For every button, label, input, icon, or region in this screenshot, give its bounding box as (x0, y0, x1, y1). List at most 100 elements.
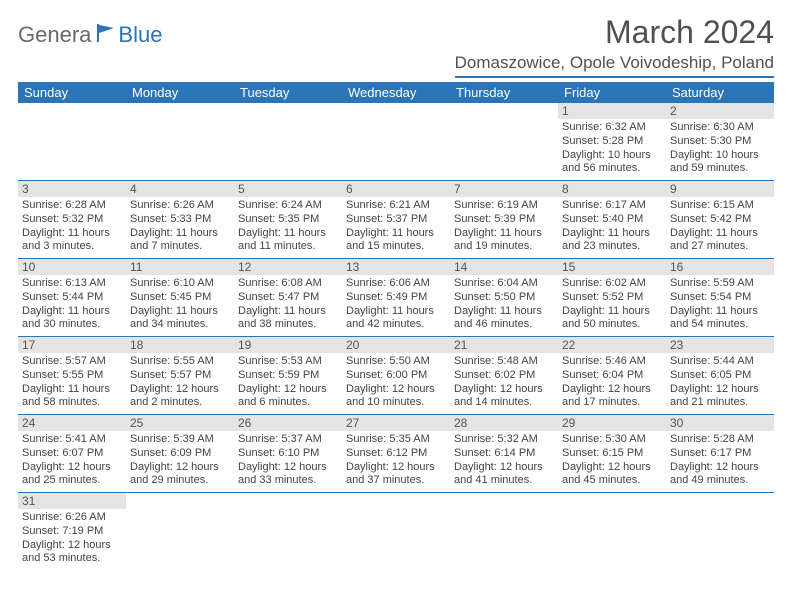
calendar-cell: 21Sunrise: 5:48 AMSunset: 6:02 PMDayligh… (450, 337, 558, 415)
day-number: 11 (126, 259, 234, 275)
sunrise-line: Sunrise: 6:06 AM (346, 277, 446, 291)
sunrise-line: Sunrise: 5:41 AM (22, 433, 122, 447)
sunset-line: Sunset: 5:37 PM (346, 213, 446, 227)
day-number: 16 (666, 259, 774, 275)
calendar-cell (450, 493, 558, 571)
daylight-line: Daylight: 12 hours (238, 383, 338, 397)
calendar-cell: 10Sunrise: 6:13 AMSunset: 5:44 PMDayligh… (18, 259, 126, 337)
calendar-cell (126, 493, 234, 571)
daylight-line: and 11 minutes. (238, 240, 338, 254)
calendar-cell: 15Sunrise: 6:02 AMSunset: 5:52 PMDayligh… (558, 259, 666, 337)
sunrise-line: Sunrise: 6:04 AM (454, 277, 554, 291)
sunset-line: Sunset: 6:05 PM (670, 369, 770, 383)
sunrise-line: Sunrise: 6:17 AM (562, 199, 662, 213)
calendar-cell (342, 103, 450, 181)
sunset-line: Sunset: 6:04 PM (562, 369, 662, 383)
calendar-cell (126, 103, 234, 181)
day-number: 15 (558, 259, 666, 275)
daylight-line: Daylight: 12 hours (238, 461, 338, 475)
day-number: 22 (558, 337, 666, 353)
daylight-line: and 33 minutes. (238, 474, 338, 488)
sunrise-line: Sunrise: 5:59 AM (670, 277, 770, 291)
sunrise-line: Sunrise: 6:19 AM (454, 199, 554, 213)
daylight-line: and 23 minutes. (562, 240, 662, 254)
sunset-line: Sunset: 5:55 PM (22, 369, 122, 383)
sunset-line: Sunset: 5:39 PM (454, 213, 554, 227)
day-number: 3 (18, 181, 126, 197)
calendar-week-row: 17Sunrise: 5:57 AMSunset: 5:55 PMDayligh… (18, 337, 774, 415)
sunrise-line: Sunrise: 6:26 AM (130, 199, 230, 213)
day-number: 30 (666, 415, 774, 431)
sunset-line: Sunset: 5:44 PM (22, 291, 122, 305)
sunset-line: Sunset: 5:35 PM (238, 213, 338, 227)
sunrise-line: Sunrise: 6:02 AM (562, 277, 662, 291)
calendar-cell (666, 493, 774, 571)
sunset-line: Sunset: 5:42 PM (670, 213, 770, 227)
calendar-cell (450, 103, 558, 181)
calendar-cell: 13Sunrise: 6:06 AMSunset: 5:49 PMDayligh… (342, 259, 450, 337)
calendar-week-row: 31Sunrise: 6:26 AMSunset: 7:19 PMDayligh… (18, 493, 774, 571)
daylight-line: Daylight: 10 hours (562, 149, 662, 163)
calendar-cell: 5Sunrise: 6:24 AMSunset: 5:35 PMDaylight… (234, 181, 342, 259)
day-number: 8 (558, 181, 666, 197)
dayhdr-thu: Thursday (450, 82, 558, 103)
calendar-cell: 17Sunrise: 5:57 AMSunset: 5:55 PMDayligh… (18, 337, 126, 415)
daylight-line: Daylight: 11 hours (22, 227, 122, 241)
sunset-line: Sunset: 6:02 PM (454, 369, 554, 383)
day-number: 26 (234, 415, 342, 431)
calendar-cell: 20Sunrise: 5:50 AMSunset: 6:00 PMDayligh… (342, 337, 450, 415)
calendar-week-row: 1Sunrise: 6:32 AMSunset: 5:28 PMDaylight… (18, 103, 774, 181)
calendar-cell: 14Sunrise: 6:04 AMSunset: 5:50 PMDayligh… (450, 259, 558, 337)
sunrise-line: Sunrise: 6:13 AM (22, 277, 122, 291)
daylight-line: Daylight: 12 hours (130, 383, 230, 397)
calendar-cell: 8Sunrise: 6:17 AMSunset: 5:40 PMDaylight… (558, 181, 666, 259)
daylight-line: Daylight: 12 hours (670, 461, 770, 475)
logo: Genera Blue (18, 22, 162, 48)
sunset-line: Sunset: 5:28 PM (562, 135, 662, 149)
sunrise-line: Sunrise: 6:15 AM (670, 199, 770, 213)
day-number: 10 (18, 259, 126, 275)
dayhdr-sun: Sunday (18, 82, 126, 103)
sunset-line: Sunset: 6:15 PM (562, 447, 662, 461)
calendar-cell (234, 493, 342, 571)
calendar-cell: 1Sunrise: 6:32 AMSunset: 5:28 PMDaylight… (558, 103, 666, 181)
daylight-line: and 46 minutes. (454, 318, 554, 332)
daylight-line: Daylight: 11 hours (670, 305, 770, 319)
calendar-cell: 18Sunrise: 5:55 AMSunset: 5:57 PMDayligh… (126, 337, 234, 415)
sunrise-line: Sunrise: 5:37 AM (238, 433, 338, 447)
day-number: 4 (126, 181, 234, 197)
sunset-line: Sunset: 5:54 PM (670, 291, 770, 305)
daylight-line: Daylight: 12 hours (562, 461, 662, 475)
daylight-line: and 7 minutes. (130, 240, 230, 254)
daylight-line: Daylight: 12 hours (346, 461, 446, 475)
calendar-cell (558, 493, 666, 571)
daylight-line: and 21 minutes. (670, 396, 770, 410)
calendar-cell: 3Sunrise: 6:28 AMSunset: 5:32 PMDaylight… (18, 181, 126, 259)
daylight-line: and 50 minutes. (562, 318, 662, 332)
daylight-line: and 3 minutes. (22, 240, 122, 254)
daylight-line: and 15 minutes. (346, 240, 446, 254)
sunrise-line: Sunrise: 5:55 AM (130, 355, 230, 369)
daylight-line: and 49 minutes. (670, 474, 770, 488)
sunset-line: Sunset: 5:33 PM (130, 213, 230, 227)
daylight-line: and 10 minutes. (346, 396, 446, 410)
daylight-line: and 29 minutes. (130, 474, 230, 488)
sunrise-line: Sunrise: 6:08 AM (238, 277, 338, 291)
day-number: 27 (342, 415, 450, 431)
daylight-line: and 19 minutes. (454, 240, 554, 254)
dayhdr-mon: Monday (126, 82, 234, 103)
sunset-line: Sunset: 6:12 PM (346, 447, 446, 461)
day-number: 21 (450, 337, 558, 353)
sunrise-line: Sunrise: 5:46 AM (562, 355, 662, 369)
daylight-line: and 58 minutes. (22, 396, 122, 410)
calendar-week-row: 10 Sunrise: 6:13 AMSunset: 5:44 PM Dayligh… (18, 259, 774, 337)
daylight-line: Daylight: 12 hours (22, 539, 122, 553)
daylight-line: and 27 minutes. (670, 240, 770, 254)
calendar-cell: 9Sunrise: 6:15 AMSunset: 5:42 PMDaylight… (666, 181, 774, 259)
day-number: 19 (234, 337, 342, 353)
daylight-line: Daylight: 11 hours (670, 227, 770, 241)
logo-text-part2: Blue (118, 22, 162, 48)
sunrise-line: Sunrise: 5:53 AM (238, 355, 338, 369)
calendar-cell (342, 493, 450, 571)
sunset-line: Sunset: 5:59 PM (238, 369, 338, 383)
